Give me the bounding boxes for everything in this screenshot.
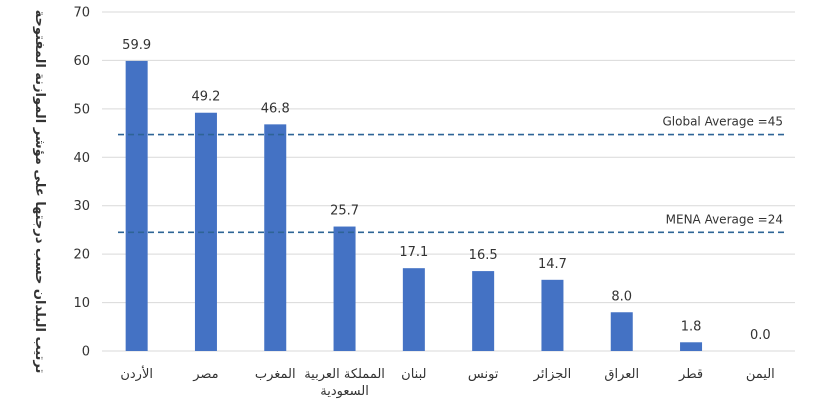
category-label: المملكة العربية — [304, 367, 385, 382]
reference-line-label: MENA Average =24 — [666, 212, 783, 226]
bar — [541, 279, 564, 351]
y-axis-ticks: 0 10 20 30 40 50 60 70 — [73, 6, 90, 360]
category-label: الجزائر — [533, 367, 572, 382]
data-label: 59.9 — [122, 38, 151, 53]
category-label: لبنان — [401, 367, 426, 382]
y-tick-label: 30 — [73, 199, 90, 214]
category-labels: الأردن مصر المغرب المملكة العربية السعودية لب… — [120, 365, 774, 399]
bar — [472, 271, 495, 351]
data-label: 16.5 — [469, 248, 498, 263]
y-tick-label: 50 — [73, 102, 90, 117]
gridlines — [102, 11, 795, 352]
bar — [125, 60, 148, 352]
bar — [264, 124, 287, 352]
category-label: قطر — [678, 367, 703, 382]
data-label: 17.1 — [399, 245, 428, 260]
category-label: تونس — [468, 367, 499, 382]
data-label: 46.8 — [261, 101, 290, 116]
category-label: الأردن — [120, 365, 153, 382]
y-tick-label: 10 — [73, 296, 90, 311]
bars — [125, 60, 703, 352]
category-label: السعودية — [320, 384, 369, 399]
category-label: العراق — [604, 367, 639, 382]
y-tick-label: 40 — [73, 151, 90, 166]
data-label: 1.8 — [681, 319, 702, 334]
bar — [333, 226, 356, 351]
reference-lines: Global Average =45 MENA Average =24 — [118, 115, 787, 234]
category-label: المغرب — [255, 367, 296, 382]
reference-line-label: Global Average =45 — [662, 115, 783, 129]
y-tick-label: 0 — [82, 345, 90, 360]
data-label: 49.2 — [191, 90, 220, 105]
data-label: 8.0 — [611, 289, 632, 304]
bar — [402, 268, 425, 351]
y-axis-label: ترتيب البلدان حسب درجتها على مؤشر المواز… — [32, 10, 47, 374]
category-label: اليمن — [746, 367, 775, 382]
bar — [194, 112, 217, 351]
y-tick-label: 70 — [73, 6, 90, 21]
data-label: 25.7 — [330, 204, 359, 219]
bar — [610, 312, 633, 351]
data-labels: 59.9 49.2 46.8 25.7 17.1 16.5 14.7 8.0 1.8 0.0 — [122, 38, 771, 343]
y-tick-label: 20 — [73, 248, 90, 263]
data-label: 14.7 — [538, 257, 567, 272]
y-tick-label: 60 — [73, 54, 90, 69]
data-label: 0.0 — [750, 328, 771, 343]
category-label: مصر — [192, 367, 218, 382]
bar — [680, 342, 703, 351]
